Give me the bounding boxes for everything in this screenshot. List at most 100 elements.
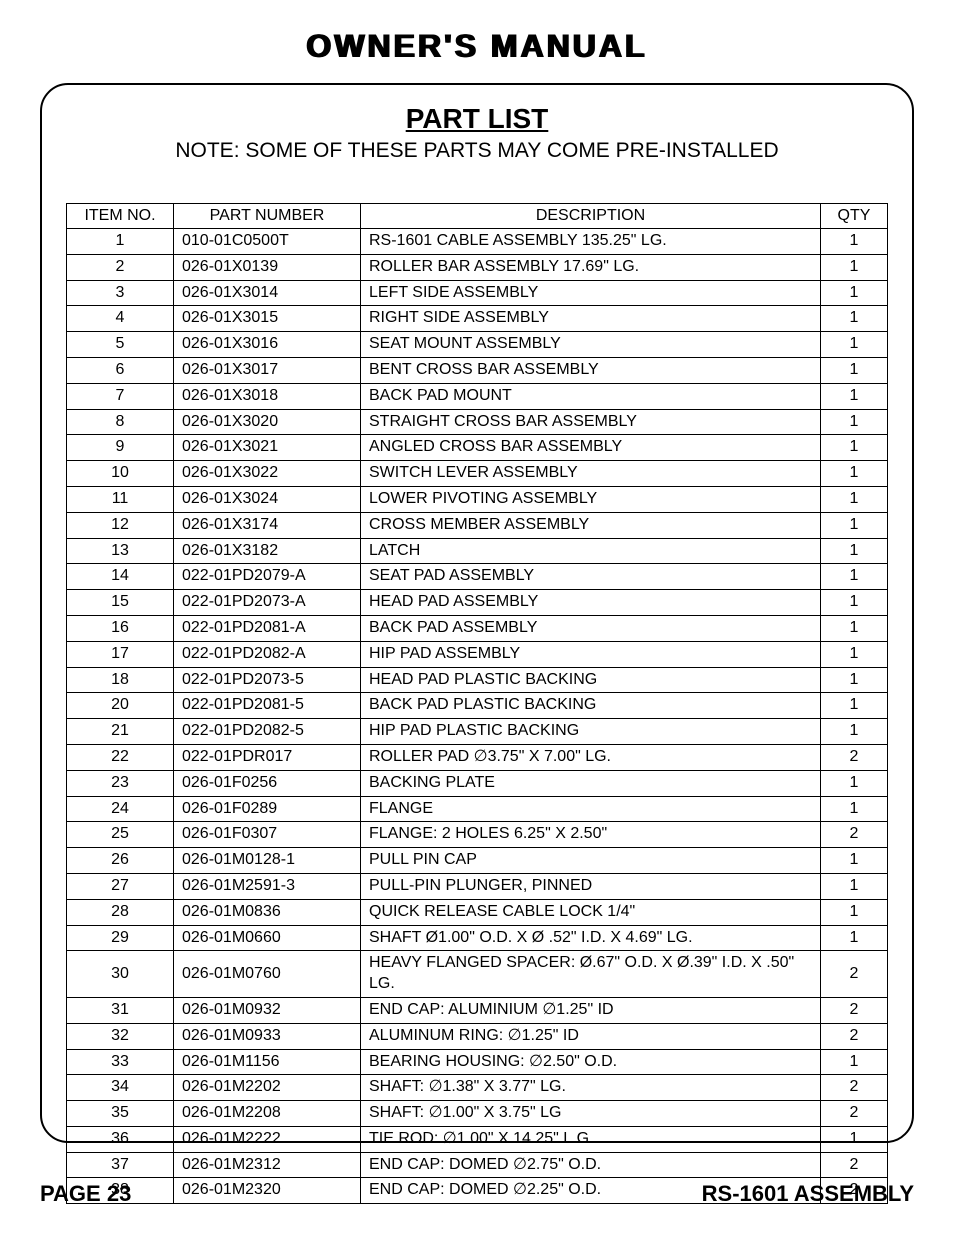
cell-qty: 1 xyxy=(821,383,888,409)
cell-qty: 2 xyxy=(821,822,888,848)
cell-part-number: 026-01X3017 xyxy=(174,357,361,383)
cell-part-number: 026-01M0760 xyxy=(174,951,361,998)
cell-item-no: 9 xyxy=(67,435,174,461)
cell-qty: 1 xyxy=(821,899,888,925)
table-row: 34026-01M2202SHAFT: ∅1.38" X 3.77" LG.2 xyxy=(67,1075,888,1101)
cell-part-number: 026-01M0933 xyxy=(174,1023,361,1049)
cell-item-no: 11 xyxy=(67,486,174,512)
cell-item-no: 27 xyxy=(67,873,174,899)
table-row: 17022-01PD2082-AHIP PAD ASSEMBLY1 xyxy=(67,641,888,667)
cell-part-number: 026-01X3018 xyxy=(174,383,361,409)
cell-part-number: 010-01C0500T xyxy=(174,229,361,255)
cell-item-no: 36 xyxy=(67,1126,174,1152)
cell-item-no: 16 xyxy=(67,615,174,641)
cell-item-no: 30 xyxy=(67,951,174,998)
cell-qty: 1 xyxy=(821,461,888,487)
table-row: 29026-01M0660SHAFT Ø1.00" O.D. X Ø .52" … xyxy=(67,925,888,951)
table-header-row: ITEM NO. PART NUMBER DESCRIPTION QTY xyxy=(67,204,888,229)
cell-item-no: 24 xyxy=(67,796,174,822)
cell-description: SEAT PAD ASSEMBLY xyxy=(361,564,821,590)
table-row: 23026-01F0256BACKING PLATE1 xyxy=(67,770,888,796)
cell-part-number: 022-01PD2073-5 xyxy=(174,667,361,693)
table-row: 8026-01X3020STRAIGHT CROSS BAR ASSEMBLY1 xyxy=(67,409,888,435)
cell-description: SHAFT Ø1.00" O.D. X Ø .52" I.D. X 4.69" … xyxy=(361,925,821,951)
cell-part-number: 026-01X3182 xyxy=(174,538,361,564)
cell-qty: 1 xyxy=(821,357,888,383)
cell-part-number: 026-01F0256 xyxy=(174,770,361,796)
cell-part-number: 022-01PDR017 xyxy=(174,744,361,770)
cell-qty: 1 xyxy=(821,306,888,332)
cell-qty: 1 xyxy=(821,564,888,590)
cell-qty: 1 xyxy=(821,409,888,435)
cell-description: BENT CROSS BAR ASSEMBLY xyxy=(361,357,821,383)
cell-item-no: 20 xyxy=(67,693,174,719)
table-row: 24026-01F0289FLANGE1 xyxy=(67,796,888,822)
cell-item-no: 37 xyxy=(67,1152,174,1178)
cell-item-no: 7 xyxy=(67,383,174,409)
cell-part-number: 026-01M0836 xyxy=(174,899,361,925)
cell-item-no: 5 xyxy=(67,332,174,358)
cell-item-no: 14 xyxy=(67,564,174,590)
cell-qty: 2 xyxy=(821,951,888,998)
cell-description: CROSS MEMBER ASSEMBLY xyxy=(361,512,821,538)
cell-part-number: 026-01M2312 xyxy=(174,1152,361,1178)
table-row: 25026-01F0307FLANGE: 2 HOLES 6.25" X 2.5… xyxy=(67,822,888,848)
cell-description: ANGLED CROSS BAR ASSEMBLY xyxy=(361,435,821,461)
cell-item-no: 15 xyxy=(67,590,174,616)
cell-qty: 1 xyxy=(821,615,888,641)
page: OWNER'S MANUAL PART LIST NOTE: SOME OF T… xyxy=(0,0,954,1235)
content-frame: PART LIST NOTE: SOME OF THESE PARTS MAY … xyxy=(40,83,914,1143)
table-row: 22022-01PDR017ROLLER PAD ∅3.75" X 7.00" … xyxy=(67,744,888,770)
cell-item-no: 12 xyxy=(67,512,174,538)
cell-description: HIP PAD PLASTIC BACKING xyxy=(361,719,821,745)
cell-qty: 1 xyxy=(821,873,888,899)
cell-description: ROLLER PAD ∅3.75" X 7.00" LG. xyxy=(361,744,821,770)
cell-part-number: 022-01PD2073-A xyxy=(174,590,361,616)
cell-part-number: 026-01M2208 xyxy=(174,1101,361,1127)
cell-description: LEFT SIDE ASSEMBLY xyxy=(361,280,821,306)
page-footer: PAGE 23 RS-1601 ASSEMBLY xyxy=(40,1181,914,1207)
cell-description: PULL PIN CAP xyxy=(361,848,821,874)
cell-part-number: 026-01X3021 xyxy=(174,435,361,461)
cell-qty: 1 xyxy=(821,512,888,538)
cell-description: BACKING PLATE xyxy=(361,770,821,796)
cell-qty: 2 xyxy=(821,1075,888,1101)
cell-description: SHAFT: ∅1.38" X 3.77" LG. xyxy=(361,1075,821,1101)
cell-qty: 1 xyxy=(821,229,888,255)
cell-description: HEAD PAD ASSEMBLY xyxy=(361,590,821,616)
cell-qty: 1 xyxy=(821,719,888,745)
table-row: 32026-01M0933ALUMINUM RING: ∅1.25" ID2 xyxy=(67,1023,888,1049)
cell-description: SHAFT: ∅1.00" X 3.75" LG xyxy=(361,1101,821,1127)
table-row: 27026-01M2591-3PULL-PIN PLUNGER, PINNED1 xyxy=(67,873,888,899)
cell-item-no: 2 xyxy=(67,254,174,280)
cell-qty: 1 xyxy=(821,280,888,306)
cell-description: BACK PAD ASSEMBLY xyxy=(361,615,821,641)
cell-part-number: 022-01PD2082-A xyxy=(174,641,361,667)
table-row: 31026-01M0932END CAP: ALUMINIUM ∅1.25" I… xyxy=(67,997,888,1023)
cell-part-number: 026-01X3022 xyxy=(174,461,361,487)
cell-item-no: 32 xyxy=(67,1023,174,1049)
table-row: 15022-01PD2073-AHEAD PAD ASSEMBLY1 xyxy=(67,590,888,616)
cell-description: BACK PAD PLASTIC BACKING xyxy=(361,693,821,719)
table-row: 4026-01X3015RIGHT SIDE ASSEMBLY1 xyxy=(67,306,888,332)
cell-part-number: 022-01PD2082-5 xyxy=(174,719,361,745)
cell-part-number: 026-01X3024 xyxy=(174,486,361,512)
cell-part-number: 026-01M2222 xyxy=(174,1126,361,1152)
cell-description: BACK PAD MOUNT xyxy=(361,383,821,409)
table-row: 2026-01X0139ROLLER BAR ASSEMBLY 17.69" L… xyxy=(67,254,888,280)
cell-part-number: 026-01M0660 xyxy=(174,925,361,951)
assembly-label: RS-1601 ASSEMBLY xyxy=(702,1181,914,1207)
table-row: 35026-01M2208SHAFT: ∅1.00" X 3.75" LG2 xyxy=(67,1101,888,1127)
parts-table: ITEM NO. PART NUMBER DESCRIPTION QTY 1 01… xyxy=(66,203,888,1204)
cell-qty: 1 xyxy=(821,1049,888,1075)
cell-qty: 2 xyxy=(821,1152,888,1178)
cell-description: LATCH xyxy=(361,538,821,564)
table-row: 28026-01M0836QUICK RELEASE CABLE LOCK 1/… xyxy=(67,899,888,925)
cell-part-number: 026-01M0932 xyxy=(174,997,361,1023)
cell-item-no: 35 xyxy=(67,1101,174,1127)
cell-description: HEAD PAD PLASTIC BACKING xyxy=(361,667,821,693)
table-row: 14022-01PD2079-ASEAT PAD ASSEMBLY1 xyxy=(67,564,888,590)
cell-item-no: 8 xyxy=(67,409,174,435)
cell-item-no: 29 xyxy=(67,925,174,951)
cell-item-no: 17 xyxy=(67,641,174,667)
